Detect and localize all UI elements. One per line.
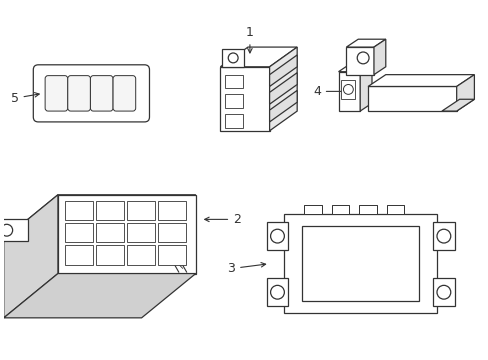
- Bar: [222, 49, 244, 67]
- Bar: [266, 278, 288, 306]
- Bar: [126, 245, 155, 265]
- Text: 2: 2: [204, 213, 241, 226]
- Bar: [367, 86, 456, 111]
- Circle shape: [270, 285, 284, 299]
- Bar: [338, 72, 360, 111]
- Bar: [266, 222, 288, 250]
- Circle shape: [436, 229, 450, 243]
- Bar: [126, 201, 155, 220]
- Polygon shape: [346, 39, 385, 47]
- Bar: [346, 47, 373, 75]
- Bar: [359, 204, 376, 215]
- FancyBboxPatch shape: [33, 65, 149, 122]
- Polygon shape: [269, 73, 297, 104]
- Polygon shape: [441, 99, 473, 111]
- FancyBboxPatch shape: [45, 76, 68, 111]
- Bar: [126, 223, 155, 242]
- Circle shape: [270, 229, 284, 243]
- Bar: [302, 226, 418, 301]
- Bar: [96, 201, 123, 220]
- Circle shape: [357, 52, 368, 64]
- Polygon shape: [269, 90, 297, 122]
- Bar: [96, 245, 123, 265]
- Polygon shape: [269, 47, 297, 131]
- Polygon shape: [360, 64, 371, 111]
- Polygon shape: [367, 75, 473, 86]
- Circle shape: [228, 53, 238, 63]
- Text: 1: 1: [245, 26, 253, 53]
- Bar: [158, 201, 185, 220]
- FancyBboxPatch shape: [90, 76, 113, 111]
- Bar: [284, 215, 436, 313]
- Bar: [225, 114, 243, 128]
- Polygon shape: [4, 274, 195, 318]
- Text: 4: 4: [312, 85, 349, 98]
- Text: 3: 3: [227, 262, 265, 275]
- Text: 5: 5: [11, 92, 39, 105]
- Polygon shape: [4, 195, 195, 239]
- Bar: [304, 204, 321, 215]
- Bar: [96, 223, 123, 242]
- Polygon shape: [338, 64, 371, 72]
- Bar: [225, 75, 243, 89]
- Circle shape: [436, 285, 450, 299]
- Bar: [432, 222, 454, 250]
- Bar: [331, 204, 348, 215]
- Polygon shape: [456, 75, 473, 111]
- Bar: [65, 223, 93, 242]
- Bar: [341, 80, 355, 99]
- Bar: [220, 67, 269, 131]
- Bar: [386, 204, 404, 215]
- Polygon shape: [58, 195, 195, 274]
- Polygon shape: [4, 195, 58, 318]
- Bar: [158, 245, 185, 265]
- Bar: [432, 278, 454, 306]
- Bar: [65, 245, 93, 265]
- Polygon shape: [269, 55, 297, 86]
- FancyBboxPatch shape: [68, 76, 90, 111]
- FancyBboxPatch shape: [113, 76, 136, 111]
- Polygon shape: [373, 39, 385, 75]
- Bar: [225, 94, 243, 108]
- Circle shape: [343, 85, 352, 94]
- Bar: [65, 201, 93, 220]
- Bar: [158, 223, 185, 242]
- Bar: [0, 219, 28, 241]
- Circle shape: [1, 224, 13, 236]
- Polygon shape: [220, 47, 297, 67]
